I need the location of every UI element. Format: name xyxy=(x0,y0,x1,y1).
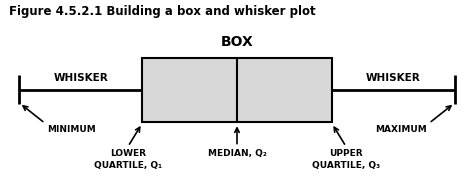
Text: UPPER
QUARTILE, Q₃: UPPER QUARTILE, Q₃ xyxy=(312,149,380,170)
Text: MAXIMUM: MAXIMUM xyxy=(375,125,427,134)
Text: WHISKER: WHISKER xyxy=(366,73,421,83)
Bar xyxy=(142,58,332,122)
Text: BOX: BOX xyxy=(220,35,254,49)
Text: Figure 4.5.2.1 Building a box and whisker plot: Figure 4.5.2.1 Building a box and whiske… xyxy=(9,5,316,18)
Text: MINIMUM: MINIMUM xyxy=(47,125,96,134)
Text: MEDIAN, Q₂: MEDIAN, Q₂ xyxy=(208,149,266,158)
Text: WHISKER: WHISKER xyxy=(53,73,108,83)
Text: LOWER
QUARTILE, Q₁: LOWER QUARTILE, Q₁ xyxy=(94,149,162,170)
